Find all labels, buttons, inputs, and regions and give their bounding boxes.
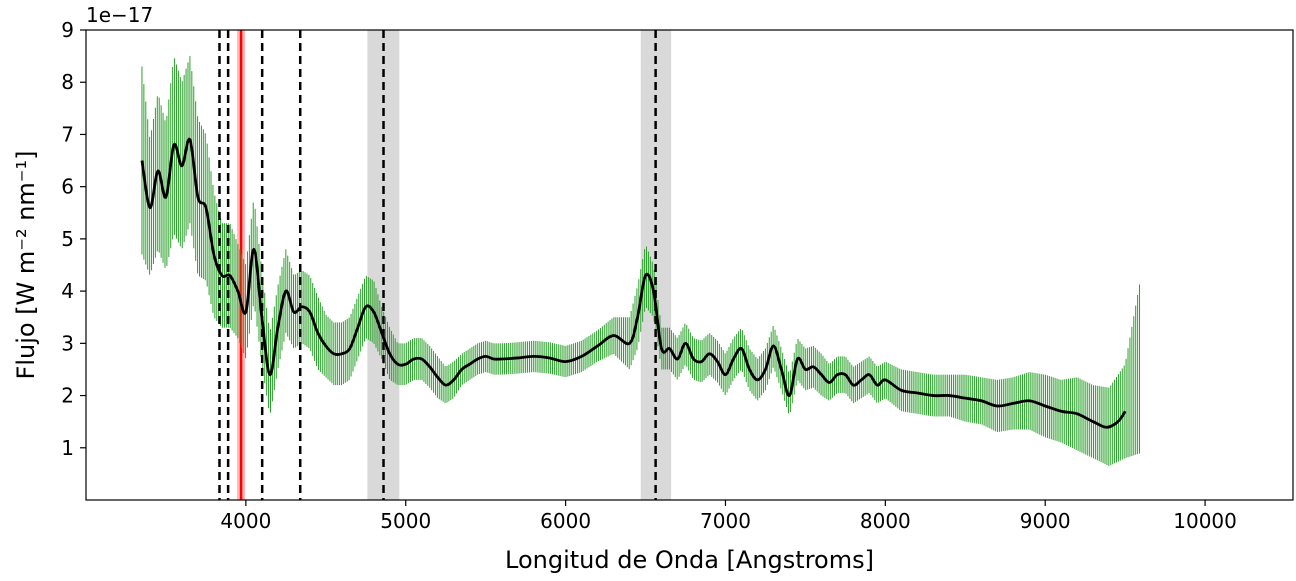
y-tick-label: 4	[61, 279, 74, 303]
vertical-lines	[218, 30, 657, 500]
x-tick-label: 8000	[860, 509, 911, 533]
series-line-group	[140, 137, 1127, 429]
y-tick-label: 3	[61, 331, 74, 355]
x-tick-label: 6000	[540, 509, 591, 533]
plot-frame	[85, 29, 1294, 501]
y-tick-label: 5	[61, 227, 74, 251]
y-axis-ticks: 1 2 3 4 5 6 7 8 9	[61, 18, 86, 460]
y-tick-label: 1	[61, 436, 74, 460]
x-tick-label: 9000	[1020, 509, 1071, 533]
x-axis-label: Longitud de Onda [Angstroms]	[505, 546, 874, 574]
highlight-bands	[237, 30, 672, 500]
x-tick-label: 5000	[380, 509, 431, 533]
x-tick-label: 10000	[1173, 509, 1237, 533]
series-line	[140, 137, 1127, 429]
x-axis-ticks: 4000 5000 6000 7000 8000 9000 10000	[220, 500, 1237, 533]
y-axis-label: Flujo [W m⁻² nm⁻¹]	[12, 151, 40, 380]
y-tick-label: 6	[61, 175, 74, 199]
error-bars	[141, 56, 1141, 466]
x-tick-label: 7000	[700, 509, 751, 533]
y-tick-label: 2	[61, 384, 74, 408]
x-tick-label: 4000	[220, 509, 271, 533]
y-scale-label: 1e−17	[86, 3, 153, 27]
y-tick-label: 7	[61, 122, 74, 146]
y-tick-label: 8	[61, 70, 74, 94]
y-tick-label: 9	[61, 18, 74, 42]
